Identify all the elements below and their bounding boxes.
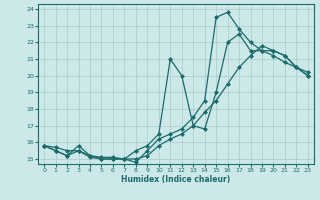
X-axis label: Humidex (Indice chaleur): Humidex (Indice chaleur) [121,175,231,184]
